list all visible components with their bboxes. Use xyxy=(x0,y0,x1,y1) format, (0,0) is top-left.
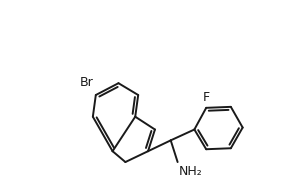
Text: NH₂: NH₂ xyxy=(178,165,202,178)
Text: F: F xyxy=(203,91,210,104)
Text: Br: Br xyxy=(80,76,94,89)
